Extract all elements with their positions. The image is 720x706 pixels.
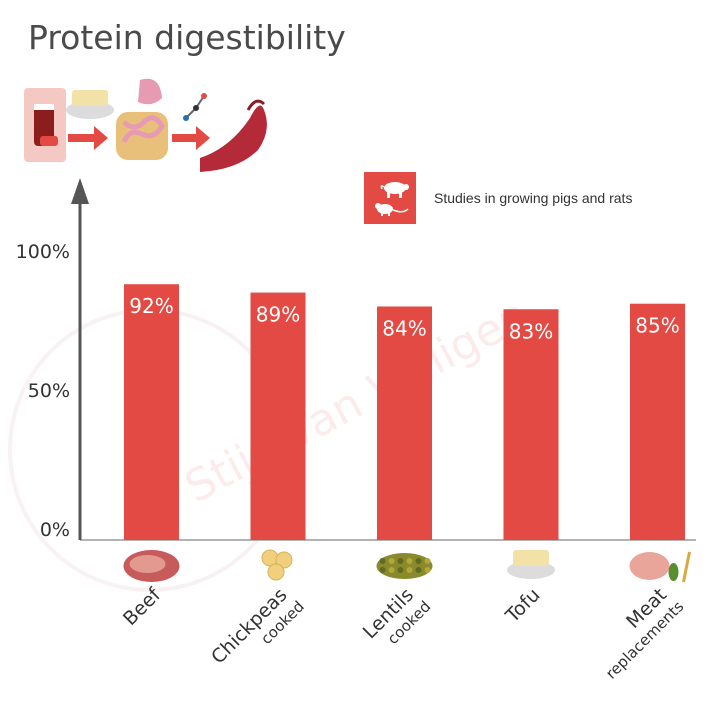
- bar: [124, 284, 179, 540]
- lentil-grain: [415, 567, 422, 573]
- bar: [250, 292, 306, 540]
- data-label: 84%: [382, 316, 426, 340]
- lentil-grain: [406, 558, 413, 564]
- tofu-icon: [513, 550, 549, 566]
- legend-label: Studies in growing pigs and rats: [434, 190, 633, 206]
- lentil-grain: [415, 558, 422, 564]
- category-label-group: Tofu: [501, 584, 545, 628]
- y-tick-label: 0%: [40, 519, 70, 541]
- y-tick-label: 50%: [28, 380, 70, 402]
- wheat-icon: [682, 551, 691, 583]
- lentil-grain: [379, 567, 386, 573]
- category-label: Tofu: [501, 584, 545, 628]
- lentils-icon: [376, 553, 433, 579]
- data-label: 92%: [129, 294, 173, 318]
- lentil-grain: [388, 558, 395, 564]
- legend: Studies in growing pigs and rats: [364, 172, 632, 224]
- intestine-icon: [116, 78, 168, 160]
- pig-rat-icon: [364, 172, 416, 224]
- y-tick-label: 100%: [16, 241, 70, 263]
- y-axis-arrow-icon: [71, 178, 89, 204]
- lentil-grain: [424, 558, 431, 564]
- lentil-grain: [424, 567, 431, 573]
- lentil-grain: [397, 567, 404, 573]
- bar: [630, 303, 685, 540]
- axes: 0% 50% 100%: [16, 178, 696, 541]
- beef-marbling: [129, 555, 166, 573]
- tofu-icon: [66, 90, 114, 119]
- lentil-grain: [379, 558, 386, 564]
- bar: [503, 309, 559, 540]
- soybean-icon: [668, 563, 679, 581]
- chickpea-icon: [275, 551, 293, 569]
- amino-acid-icon: [183, 93, 207, 121]
- page-title: Protein digestibility: [28, 18, 346, 57]
- lentil-grain: [397, 558, 404, 564]
- meat-replacement-icon: [629, 552, 670, 580]
- food-icons: [123, 549, 691, 583]
- data-label: 85%: [635, 314, 679, 338]
- arrow-right-icon: [68, 126, 108, 150]
- bar: [377, 306, 432, 540]
- mouth-icon: [24, 88, 66, 162]
- chickpea-icon: [267, 563, 285, 581]
- data-label: 83%: [509, 319, 553, 343]
- arrow-right-icon: [172, 126, 210, 150]
- blood-vessel-icon: [200, 99, 267, 172]
- data-label: 89%: [256, 303, 300, 327]
- lentil-grain: [388, 567, 395, 573]
- watermark-text: Stijn van Willigen: [177, 289, 537, 513]
- lentil-grain: [406, 567, 413, 573]
